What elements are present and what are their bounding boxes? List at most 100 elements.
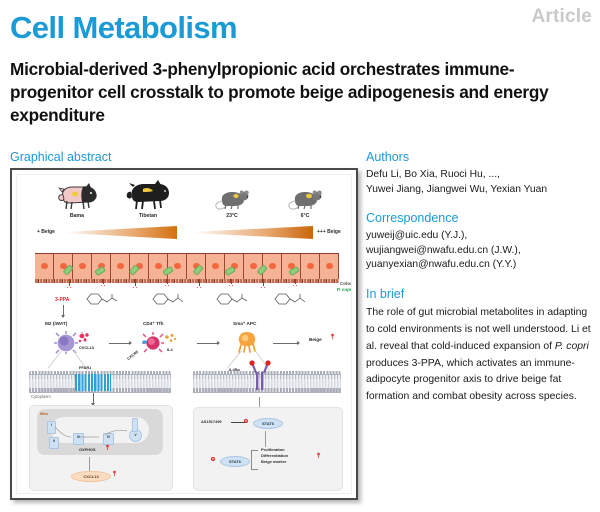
label-mito: Mito [40,411,48,416]
label-cxcl13-secreted: CXCL13 [79,345,94,350]
in-brief-heading: In brief [366,287,405,302]
celltype-label-m2: M2 (iWAT) [45,321,68,326]
animal-label-6c: 6°C [300,213,310,219]
in-brief-part-2: produces 3-PPA, which activates an immun… [366,357,577,403]
in-brief-text: The role of gut microbial metabolites in… [366,305,594,406]
epithelial-cell-nucleus [79,263,86,270]
epithelial-cell-nucleus [250,263,257,270]
label-cxcr5: CXCR5 [126,349,140,361]
molecule-3ppa-2 [152,293,184,305]
membrane-heads-top-left [29,371,171,375]
plasma-membrane-right [193,374,341,393]
metadata-column: Authors Defu Li, Bo Xia, Ruoci Hu, ..., … [366,150,594,420]
zoom-fan-right-1 [226,350,242,369]
correspondence-heading: Correspondence [366,211,459,226]
membrane-heads-bottom-right [193,388,341,392]
beige-label-left: + Beige [37,229,55,235]
epithelial-cell-nucleus [41,263,48,270]
epithelial-cell-nucleus [136,263,143,270]
epithelial-cell-nucleus [326,263,333,270]
animal-label-bama: Bama [69,213,85,219]
epithelial-cell [301,254,320,280]
beige-gradient-right [193,226,313,239]
authors-block: Authors Defu Li, Bo Xia, Ruoci Hu, ..., … [366,150,594,197]
metabolite-dot [165,285,167,287]
arrow-apc-to-beige [273,341,300,345]
article-type-label: Article [531,6,592,27]
outcome-proliferation: Proliferation [261,447,285,452]
etc-complex-4: IV [103,433,114,445]
authors-line-2: Yuwei Jiang, Jiangwei Wu, Yexian Yuan [366,183,548,195]
graphical-abstract-figure[interactable]: Bama Tibetan [10,168,358,500]
etc-complex-5: V [129,429,142,442]
correspondence-line-3[interactable]: yuanyexian@nwafu.edu.cn (Y.Y.) [366,259,517,271]
metabolite-flux-arrow [231,279,232,284]
epithelial-cell [320,254,339,280]
metabolite-dot [261,287,263,289]
bacteria-species-label: P. copri [336,287,352,292]
epithelial-cell [73,254,92,280]
brush-border [35,279,339,284]
arrow-m2-to-tfh [109,341,132,345]
correspondence-line-2[interactable]: wujiangwei@nwafu.edu.cn (J.W.), [366,244,521,256]
metabolite-flux-arrow [135,279,136,286]
stat6-node-top: STAT6 [253,418,283,429]
metabolite-dot [232,285,234,287]
arrow-oxphos-to-cxcl13 [89,457,90,471]
etc-complex-2: II [49,437,59,449]
inhibitor-line [231,422,245,423]
molecule-3ppa-3 [216,293,248,305]
correspondence-line-1[interactable]: yuweij@uic.edu (Y.J.), [366,230,468,242]
metabolite-dot [101,285,103,287]
metabolite-label-3ppa: 3-PPA [55,297,70,303]
epithelial-cell-nucleus [60,263,67,270]
metabolite-dot [296,285,298,287]
epithelial-cell [206,254,225,280]
epithelial-cell-nucleus [174,263,181,270]
phospho-node-top: P [244,419,249,424]
animal-bama-pig [58,183,97,210]
receptor-ffar1-channel [75,374,111,391]
epithelial-cell [282,254,301,280]
molecule-3ppa-1 [86,293,118,305]
etc-complex-3: III [73,433,84,445]
arrow-stat6-translocation [265,431,266,447]
outcome-up-arrow: ⤒ [317,453,321,460]
metabolite-dot [104,285,106,287]
cell-sma-apc [238,332,256,353]
cytokine-il4-cluster [165,333,177,342]
label-il4: IL4 [167,347,173,352]
oxphos-up-arrow: ⤒ [106,445,110,452]
label-as1517499: AS1517499 [201,419,222,424]
metabolite-dot [264,287,266,289]
stat6-node-bottom: STAT6 [220,456,250,467]
epithelial-cell-nucleus [307,263,314,270]
epithelial-cell-nucleus [117,263,124,270]
cxcl13-up-arrow: ⤒ [113,471,117,478]
outcome-bracket [251,450,258,470]
celltype-label-tfh: CD4⁺ Tfh [143,321,164,326]
epithelial-cell [263,254,282,280]
correspondence-block: Correspondence yuweij@uic.edu (Y.J.), wu… [366,211,594,273]
epithelial-cell [225,254,244,280]
authors-line-1: Defu Li, Bo Xia, Ruoci Hu, ..., [366,169,500,180]
metabolite-flux-arrow [199,279,200,286]
celltype-label-beige: Beige [309,337,322,342]
page-title: Microbial-derived 3-phenylpropionic acid… [10,59,549,125]
epithelial-cell [111,254,130,280]
epithelial-cell [130,254,149,280]
metabolite-flux-arrow [263,279,264,286]
beige-gradient-left [65,226,177,239]
phospho-node-bottom: P [211,457,216,462]
cell-m2-macrophage [54,331,78,354]
metabolite-dot [67,287,69,289]
in-brief-part-1: The role of gut microbial metabolites in… [366,307,591,352]
metabolite-dot [70,287,72,289]
epithelial-cell-nucleus [155,263,162,270]
metabolite-dot [197,287,199,289]
epithelial-cell-nucleus [288,263,295,270]
beige-label-right: +++ Beige [317,229,341,235]
arrow-ppa-to-m2 [61,305,65,318]
cell-cd4-tfh [142,332,164,353]
animal-tibetan-pig [126,180,169,210]
